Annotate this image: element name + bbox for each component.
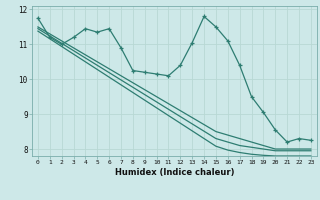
- X-axis label: Humidex (Indice chaleur): Humidex (Indice chaleur): [115, 168, 234, 177]
